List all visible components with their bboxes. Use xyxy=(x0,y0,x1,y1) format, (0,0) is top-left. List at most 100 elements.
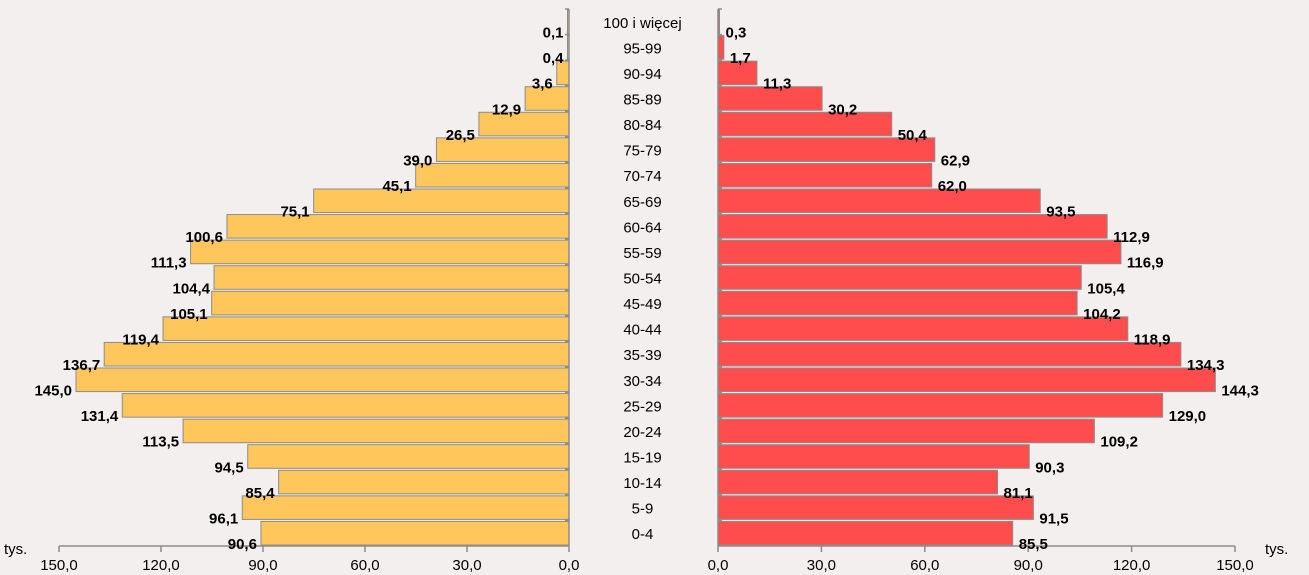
axes-layer xyxy=(58,8,1236,552)
bar-left-13 xyxy=(103,341,570,367)
value-label-left-19: 96,1 xyxy=(209,510,238,527)
category-label-8: 60-64 xyxy=(623,219,661,236)
value-label-left-11: 105,1 xyxy=(170,306,208,323)
value-label-right-19: 91,5 xyxy=(1039,510,1068,527)
value-label-right-15: 129,0 xyxy=(1169,408,1207,425)
bar-right-19 xyxy=(717,495,1034,520)
value-label-right-4: 50,4 xyxy=(898,127,928,144)
value-label-left-9: 111,3 xyxy=(151,255,187,272)
value-label-left-0: 0,1 xyxy=(543,25,564,42)
bar-left-7 xyxy=(313,188,570,214)
value-label-right-14: 144,3 xyxy=(1221,383,1259,400)
bar-right-1 xyxy=(717,35,725,60)
x-tick-label-left-4: 30,0 xyxy=(452,557,481,574)
bar-right-11 xyxy=(717,290,1078,316)
value-label-left-2: 3,6 xyxy=(532,76,553,93)
category-label-20: 0-4 xyxy=(632,526,654,543)
value-label-right-5: 62,9 xyxy=(941,152,970,169)
bar-right-20 xyxy=(717,520,1014,546)
bar-right-14 xyxy=(717,367,1216,393)
value-label-right-8: 112,9 xyxy=(1113,229,1150,246)
bar-left-17 xyxy=(247,444,570,469)
bar-left-19 xyxy=(241,495,570,520)
x-tick-label-left-1: 120,0 xyxy=(142,557,180,574)
labels-layer: 0,1 0,3 100 i więcej 0,4 1,7 95-99 3,6 11,3 90-9… xyxy=(34,15,1258,574)
bar-left-15 xyxy=(121,393,570,418)
value-label-left-10: 104,4 xyxy=(172,280,210,297)
value-label-left-7: 75,1 xyxy=(280,204,309,221)
bar-left-10 xyxy=(213,265,570,290)
value-label-left-13: 136,7 xyxy=(63,357,101,374)
x-tick-label-left-5: 0,0 xyxy=(559,557,580,574)
category-label-14: 30-34 xyxy=(623,373,661,390)
category-label-12: 40-44 xyxy=(623,322,661,339)
bar-right-7 xyxy=(717,188,1041,214)
category-label-17: 15-19 xyxy=(623,450,661,467)
value-label-right-10: 105,4 xyxy=(1087,280,1125,297)
x-tick-label-right-1: 30,0 xyxy=(807,557,836,574)
value-label-right-12: 118,9 xyxy=(1134,331,1171,348)
bar-left-8 xyxy=(226,214,570,239)
category-label-18: 10-14 xyxy=(623,475,661,492)
category-label-15: 25-29 xyxy=(623,398,661,415)
category-label-13: 35-39 xyxy=(623,347,661,364)
value-label-right-9: 116,9 xyxy=(1127,255,1164,272)
x-tick-label-right-2: 60,0 xyxy=(910,557,939,574)
bar-left-14 xyxy=(75,367,570,393)
value-label-right-17: 90,3 xyxy=(1035,459,1064,476)
bars-layer xyxy=(75,9,1216,546)
x-tick-label-right-0: 0,0 xyxy=(708,557,729,574)
bar-right-12 xyxy=(717,316,1129,341)
category-label-16: 20-24 xyxy=(623,424,661,441)
category-label-7: 65-69 xyxy=(623,194,661,211)
value-label-right-2: 11,3 xyxy=(763,76,791,93)
bar-left-9 xyxy=(190,239,570,265)
value-label-right-3: 30,2 xyxy=(828,101,857,118)
category-label-10: 50-54 xyxy=(623,271,661,288)
bar-right-15 xyxy=(717,393,1164,418)
value-label-left-17: 94,5 xyxy=(214,459,243,476)
bar-right-16 xyxy=(717,418,1095,444)
bar-left-20 xyxy=(260,520,570,546)
category-label-4: 80-84 xyxy=(623,117,661,134)
bar-left-16 xyxy=(182,418,570,444)
x-tick-label-left-3: 60,0 xyxy=(350,557,379,574)
value-label-left-4: 26,5 xyxy=(446,127,475,144)
x-tick-label-left-2: 90,0 xyxy=(248,557,277,574)
bar-right-10 xyxy=(717,265,1082,290)
value-label-right-16: 109,2 xyxy=(1100,434,1138,451)
bar-right-17 xyxy=(717,444,1030,469)
value-label-left-3: 12,9 xyxy=(492,101,521,118)
value-label-right-0: 0,3 xyxy=(726,25,747,42)
unit-label-right: tys. xyxy=(1265,541,1288,558)
category-label-1: 95-99 xyxy=(623,40,661,57)
category-label-3: 85-89 xyxy=(623,92,661,109)
bar-right-13 xyxy=(717,341,1182,367)
category-label-6: 70-74 xyxy=(623,168,661,185)
bar-left-18 xyxy=(278,469,570,495)
value-label-left-14: 145,0 xyxy=(34,383,72,400)
value-label-left-6: 45,1 xyxy=(382,178,411,195)
category-label-19: 5-9 xyxy=(632,501,654,518)
value-label-right-18: 81,1 xyxy=(1004,485,1033,502)
bar-left-6 xyxy=(415,162,570,188)
category-label-11: 45-49 xyxy=(623,296,661,313)
category-label-2: 90-94 xyxy=(623,66,661,83)
bar-left-11 xyxy=(211,290,570,316)
value-label-left-12: 119,4 xyxy=(122,331,159,348)
value-label-left-5: 39,0 xyxy=(403,152,432,169)
value-label-left-8: 100,6 xyxy=(185,229,223,246)
value-label-right-6: 62,0 xyxy=(938,178,967,195)
value-label-left-1: 0,4 xyxy=(543,50,565,67)
value-label-right-1: 1,7 xyxy=(730,50,751,67)
category-label-5: 75-79 xyxy=(623,143,661,160)
category-label-0: 100 i więcej xyxy=(603,15,681,32)
value-label-left-16: 113,5 xyxy=(142,434,179,451)
x-tick-label-right-4: 120,0 xyxy=(1113,557,1151,574)
x-tick-label-right-5: 150,0 xyxy=(1216,557,1254,574)
category-label-9: 55-59 xyxy=(623,245,661,262)
value-label-left-20: 90,6 xyxy=(228,536,257,553)
bar-right-18 xyxy=(717,469,999,495)
bar-right-6 xyxy=(717,162,933,188)
value-label-right-7: 93,5 xyxy=(1046,204,1075,221)
